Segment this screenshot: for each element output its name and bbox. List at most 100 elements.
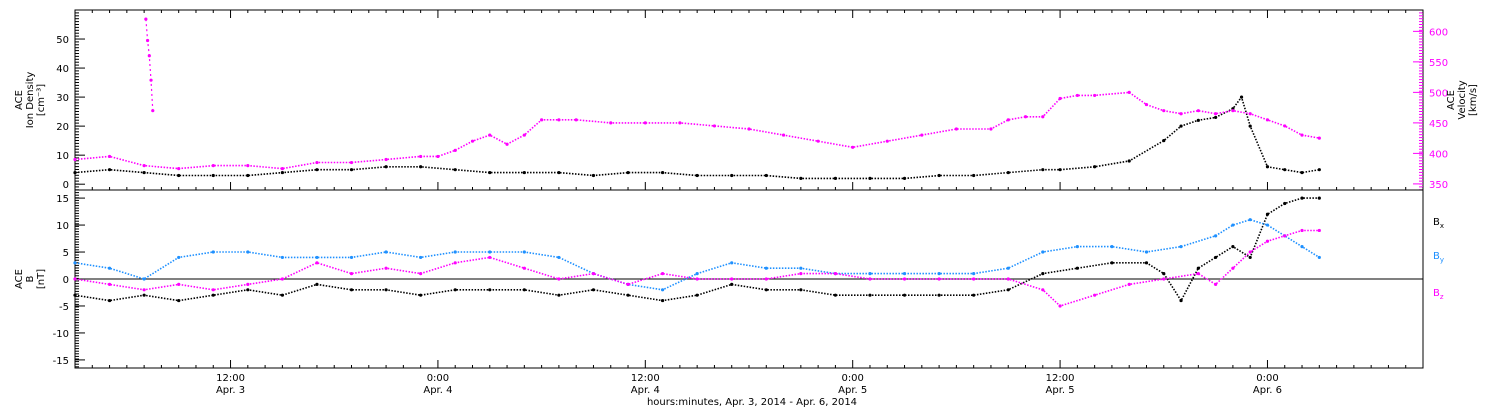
series-bx-point (730, 282, 734, 286)
velocity-axis-label: ACEVelocity[km/s] (1446, 80, 1479, 119)
density-tick-label: 40 (56, 64, 69, 75)
x-tick-time-label: 0:00 (427, 373, 449, 384)
b-tick-label: -10 (53, 329, 69, 340)
series-bx-point (349, 288, 354, 292)
series-by-point (142, 277, 146, 281)
ion-density-point (695, 173, 699, 178)
b-tick-label: 5 (63, 248, 69, 259)
ion-density-point (177, 173, 181, 178)
ion-density-point (557, 170, 561, 175)
x-tick-date-label: Apr. 6 (1253, 385, 1282, 396)
density-axis-label-line: [cm⁻³] (36, 84, 47, 116)
velocity-point (1058, 96, 1062, 101)
series-bx-point (557, 293, 561, 297)
series-by-point (1300, 245, 1304, 249)
velocity-point (1248, 112, 1252, 116)
velocity-point (522, 133, 526, 137)
series-by-point (522, 250, 526, 254)
series-by-point (107, 266, 112, 270)
series-bx-point (384, 288, 388, 292)
velocity-point (177, 167, 181, 171)
velocity-series (145, 19, 154, 111)
b-axis-label-line: [nT] (36, 269, 47, 289)
legend-base: B (1433, 251, 1440, 262)
ion-density-point (1041, 168, 1045, 172)
ion-density-point (73, 170, 77, 175)
series-by-point (419, 255, 423, 260)
series-bz-point (1127, 282, 1131, 286)
velocity-point (147, 54, 151, 58)
ion-density-point (280, 170, 284, 175)
velocity-point (1023, 115, 1028, 119)
ion-density-point (730, 173, 734, 178)
velocity-point (557, 118, 561, 122)
velocity-point (1283, 124, 1287, 128)
series-bx-point (833, 293, 838, 297)
series-bx-point (1144, 261, 1149, 265)
velocity-point (246, 163, 250, 168)
velocity-point (954, 127, 958, 131)
series-bz-point (177, 282, 181, 286)
ion-density-point (1300, 170, 1304, 175)
series-bx-point (1162, 272, 1166, 276)
velocity-axis-label-line: [km/s] (1468, 84, 1479, 116)
series-bz-point (280, 277, 284, 281)
series-by-point (1214, 234, 1218, 238)
velocity-point (1075, 93, 1079, 98)
velocity-point (574, 118, 578, 122)
series-bx-point (246, 288, 250, 292)
legend-by: By (1433, 251, 1444, 264)
series-bz-point (764, 277, 768, 281)
series-bx (74, 197, 1320, 303)
b-tick-label: -15 (53, 356, 69, 367)
density-axis-label-line: Ion Density (25, 72, 36, 129)
ion-density-point (1317, 168, 1321, 172)
series-by-point (453, 250, 457, 254)
series-bx-point (1317, 196, 1321, 200)
series-bz-point (660, 272, 665, 276)
ion-density-point (453, 168, 457, 172)
ion-density-point (211, 173, 215, 178)
series-bz-point (1265, 239, 1270, 243)
series-bx-point (902, 293, 907, 297)
velocity-point (1093, 93, 1097, 98)
ion-density-point (1093, 165, 1097, 169)
series-bz-point (1214, 282, 1218, 286)
series-bz-point (1093, 293, 1097, 297)
series-bx-point (419, 293, 423, 297)
velocity-point (1214, 112, 1218, 116)
x-tick-date-label: Apr. 5 (1046, 385, 1075, 396)
series-bz-point (1058, 304, 1062, 308)
ion-density-point (626, 170, 630, 175)
velocity-point (920, 133, 924, 137)
series-by-point (246, 250, 250, 254)
ion-density-point (660, 170, 665, 175)
series-bz-point (211, 288, 215, 292)
ion-density-point (1196, 118, 1200, 122)
velocity-point (1231, 109, 1235, 113)
series-bz-point (695, 277, 699, 281)
series-bz-point (591, 272, 596, 276)
velocity-point (1265, 118, 1270, 122)
legend-sub: y (1440, 256, 1444, 264)
series-by-point (349, 255, 354, 260)
velocity-point (488, 133, 492, 137)
series-bx-point (315, 282, 319, 286)
series-bz-point (730, 277, 734, 281)
series-bz-point (107, 282, 112, 286)
series-bz-point (315, 261, 319, 265)
series-bx-point (1231, 245, 1235, 249)
series-bx-point (591, 288, 596, 292)
velocity-point (1300, 133, 1304, 137)
velocity-point (1041, 115, 1045, 119)
velocity-point (280, 167, 284, 171)
velocity-point (712, 124, 717, 128)
velocity-point (1006, 118, 1010, 122)
velocity-point (1144, 102, 1149, 107)
series-bx-point (1110, 261, 1114, 265)
series-bx-point (211, 293, 215, 297)
series-bz-point (1231, 266, 1235, 270)
